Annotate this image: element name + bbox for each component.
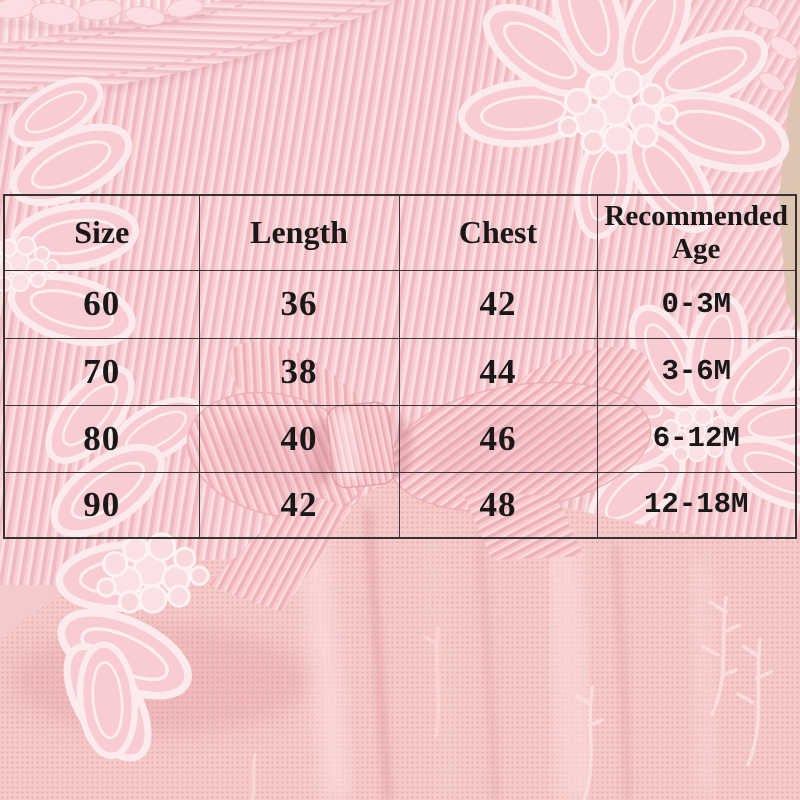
cell-size: 60 [3, 269, 200, 339]
cell-age: 12-18M [596, 471, 797, 539]
cell-age: 3-6M [596, 337, 797, 406]
tulle-folds [299, 509, 720, 800]
cell-size: 80 [3, 404, 200, 473]
cell-chest: 46 [398, 404, 598, 473]
column-header-recommended-age: Recommended Age [596, 194, 797, 271]
table-row: 80 40 46 6-12M [3, 404, 797, 473]
cell-chest: 42 [398, 269, 598, 339]
cell-chest: 48 [398, 471, 598, 539]
lace-flower-bottom-left [10, 354, 310, 771]
ruffle-trim [0, 0, 799, 92]
column-header-chest: Chest [398, 194, 598, 271]
embroidered-sprigs [250, 596, 773, 800]
column-header-size: Size [3, 194, 200, 271]
column-header-length: Length [198, 194, 400, 271]
cell-size: 90 [3, 471, 200, 539]
table-row: 70 38 44 3-6M [3, 337, 797, 406]
table-row: 60 36 42 0-3M [3, 269, 797, 339]
header-row: Size Length Chest Recommended Age [3, 194, 797, 271]
cell-chest: 44 [398, 337, 598, 406]
cell-age: 0-3M [596, 269, 797, 339]
table-row: 90 42 48 12-18M [3, 471, 797, 539]
cell-size: 70 [3, 337, 200, 406]
cell-length: 40 [198, 404, 400, 473]
cell-length: 38 [198, 337, 400, 406]
size-chart-table: Size Length Chest Recommended Age 60 36 … [3, 194, 797, 539]
cell-length: 42 [198, 471, 400, 539]
cell-age: 6-12M [596, 404, 797, 473]
cell-length: 36 [198, 269, 400, 339]
